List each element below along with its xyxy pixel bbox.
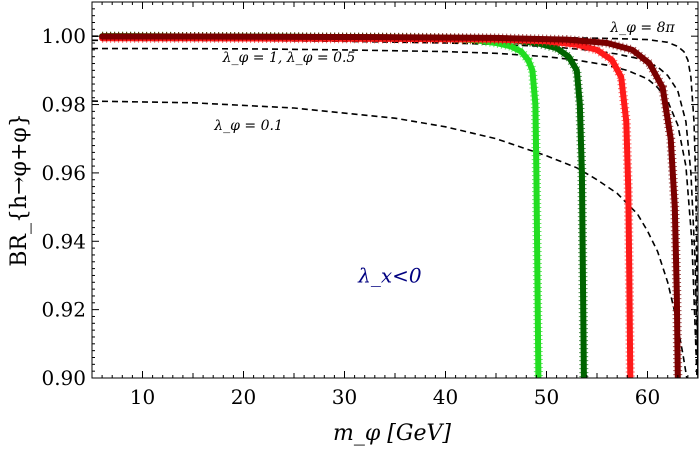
ticks-layer: [91, 1, 699, 379]
x-tick-label: 30: [332, 385, 357, 409]
x-tick-label: 40: [433, 385, 458, 409]
x-tick-label: 20: [231, 385, 256, 409]
y-axis-title-text: BR_{h→φ+φ}: [7, 113, 32, 267]
y-tick-label: 0.96: [41, 161, 86, 185]
labels-layer: 10 20 30 40 50 60 0.90 0.92 0.94 0.96 0.98 1.00: [41, 24, 660, 409]
annotation-lambda-8pi: λ_φ = 8π: [609, 20, 675, 36]
series-4-band: [99, 33, 542, 378]
annotation-lambda-0p1: λ_φ = 0.1: [213, 118, 283, 134]
x-tick-label: 60: [635, 385, 660, 409]
series-5-band-scatter: [102, 31, 589, 378]
series-0-dashed-line: [92, 35, 698, 378]
y-tick-label: 0.92: [41, 298, 86, 322]
series-6-band-scatter: [102, 33, 635, 378]
x-tick-label: 10: [130, 385, 155, 409]
series-1-dashed-line: [92, 39, 698, 378]
y-tick-label: 0.98: [41, 93, 86, 117]
annotation-lambda-1-0p5: λ_φ = 1, λ_φ = 0.5: [222, 50, 356, 66]
series-4-band-scatter: [102, 31, 543, 378]
x-axis-title-text: m_φ [GeV]: [333, 421, 451, 446]
series-7-band-scatter: [102, 32, 683, 378]
y-tick-label: 1.00: [41, 24, 86, 48]
y-tick-label: 0.94: [41, 229, 86, 253]
series-2-dashed-line: [92, 47, 698, 378]
series-7-band: [99, 33, 681, 378]
annotation-lambda-x: λ_x<0: [357, 263, 422, 287]
series-layer: [92, 31, 698, 378]
y-axis-title: BR_{h→φ+φ}: [7, 113, 32, 267]
series-5-band: [99, 33, 587, 378]
y-tick-label: 0.90: [41, 366, 86, 390]
series-6-band: [99, 35, 634, 378]
x-axis-title: m_φ [GeV]: [333, 421, 451, 446]
x-tick-label: 50: [534, 385, 559, 409]
